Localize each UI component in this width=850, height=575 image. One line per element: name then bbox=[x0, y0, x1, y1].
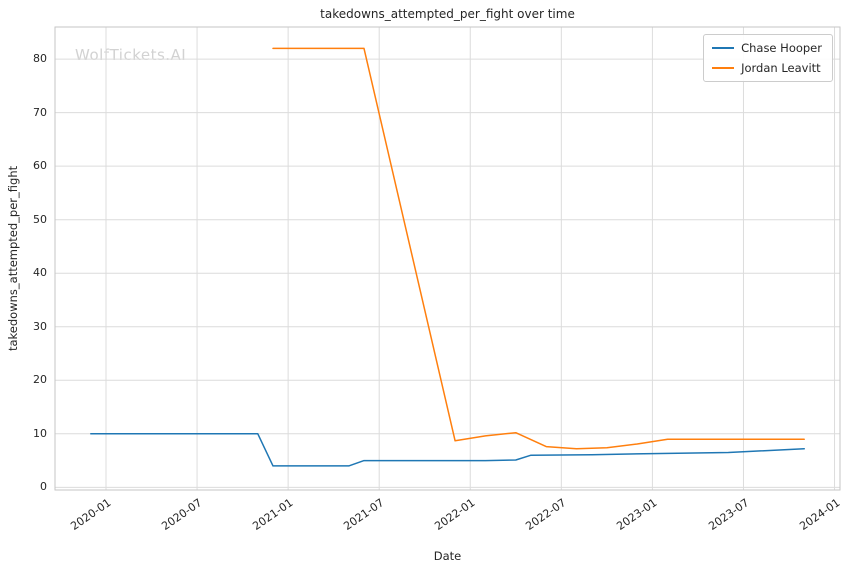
x-axis-label: Date bbox=[433, 549, 462, 563]
legend-label: Jordan Leavitt bbox=[741, 61, 821, 75]
y-tick-label: 70 bbox=[33, 105, 47, 119]
legend-label: Chase Hooper bbox=[741, 41, 822, 55]
legend-line-sample bbox=[712, 67, 735, 69]
y-tick-label: 10 bbox=[33, 426, 47, 440]
y-axis-label: takedowns_attempted_per_fight bbox=[6, 165, 20, 352]
y-tick-label: 40 bbox=[33, 266, 47, 280]
legend-item-chase-hooper: Chase Hooper bbox=[712, 41, 822, 55]
chart-title: takedowns_attempted_per_fight over time bbox=[320, 7, 575, 21]
legend: Chase Hooper Jordan Leavitt bbox=[703, 34, 833, 82]
series-line-chase-hooper bbox=[90, 433, 805, 467]
y-tick-label: 80 bbox=[33, 52, 47, 66]
y-tick-label: 30 bbox=[33, 319, 47, 333]
y-tick-label: 60 bbox=[33, 159, 47, 173]
plot-border bbox=[54, 26, 841, 491]
legend-line-sample bbox=[712, 47, 735, 49]
y-tick-label: 20 bbox=[33, 373, 47, 387]
y-tick-label: 0 bbox=[40, 480, 47, 494]
legend-item-jordan-leavitt: Jordan Leavitt bbox=[712, 61, 822, 75]
y-tick-label: 50 bbox=[33, 212, 47, 226]
series-line-jordan-leavitt bbox=[272, 47, 805, 450]
